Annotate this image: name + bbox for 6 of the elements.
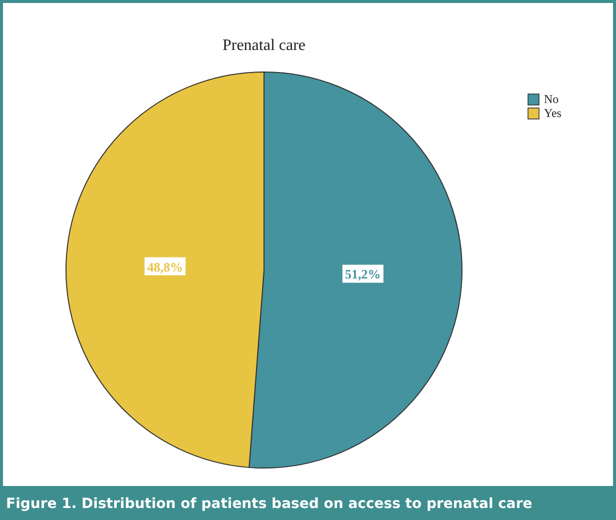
- caption: Figure 1. Distribution of patients based on access to prenatal care: [6, 496, 532, 512]
- legend-label: Yes: [544, 106, 562, 120]
- data-label: 48,8%: [147, 259, 183, 274]
- legend-label: No: [544, 92, 559, 106]
- chart-title: Prenatal care: [222, 37, 306, 54]
- data-label: 51,2%: [345, 266, 381, 282]
